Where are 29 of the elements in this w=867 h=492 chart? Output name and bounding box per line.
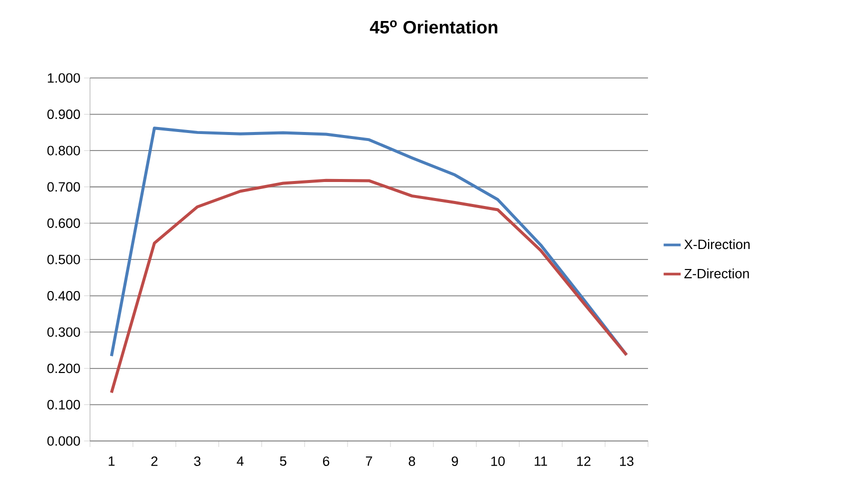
y-tick-label: 0.600	[47, 218, 80, 228]
x-tick-label: 9	[452, 456, 458, 466]
legend-label: Z-Direction	[684, 268, 749, 278]
x-tick-label: 13	[620, 456, 634, 466]
y-tick-label: 0.000	[47, 436, 80, 446]
x-tick-label: 4	[236, 456, 244, 466]
x-tick-label: 12	[577, 456, 590, 466]
x-tick-label: 10	[491, 456, 505, 466]
line-series	[110, 178, 628, 394]
y-tick-label: 0.900	[47, 110, 80, 120]
y-tick-label: 0.800	[47, 146, 80, 156]
y-tick-label: 1.000	[48, 73, 80, 83]
line-series	[110, 126, 628, 358]
x-tick-label: 11	[534, 456, 548, 466]
y-tick-label: 0.400	[47, 291, 80, 301]
legend-label: X-Direction	[684, 239, 750, 250]
chart-title: 45$^{o}$ Orientation	[370, 20, 498, 34]
y-tick-label: 0.200	[47, 364, 80, 374]
x-tick-label: 7	[366, 456, 372, 466]
x-tick-label: 1	[108, 456, 115, 466]
x-tick-label: 6	[323, 456, 330, 466]
x-tick-label: 5	[280, 456, 286, 466]
y-tick-label: 0.300	[47, 327, 80, 337]
x-tick-label: 8	[408, 456, 416, 466]
x-tick-label: 2	[151, 456, 158, 466]
y-tick-label: 0.500	[47, 254, 80, 264]
x-tick-label: 3	[194, 456, 200, 466]
y-tick-label: 0.100	[47, 400, 80, 410]
y-tick-label: 0.700	[47, 182, 80, 192]
